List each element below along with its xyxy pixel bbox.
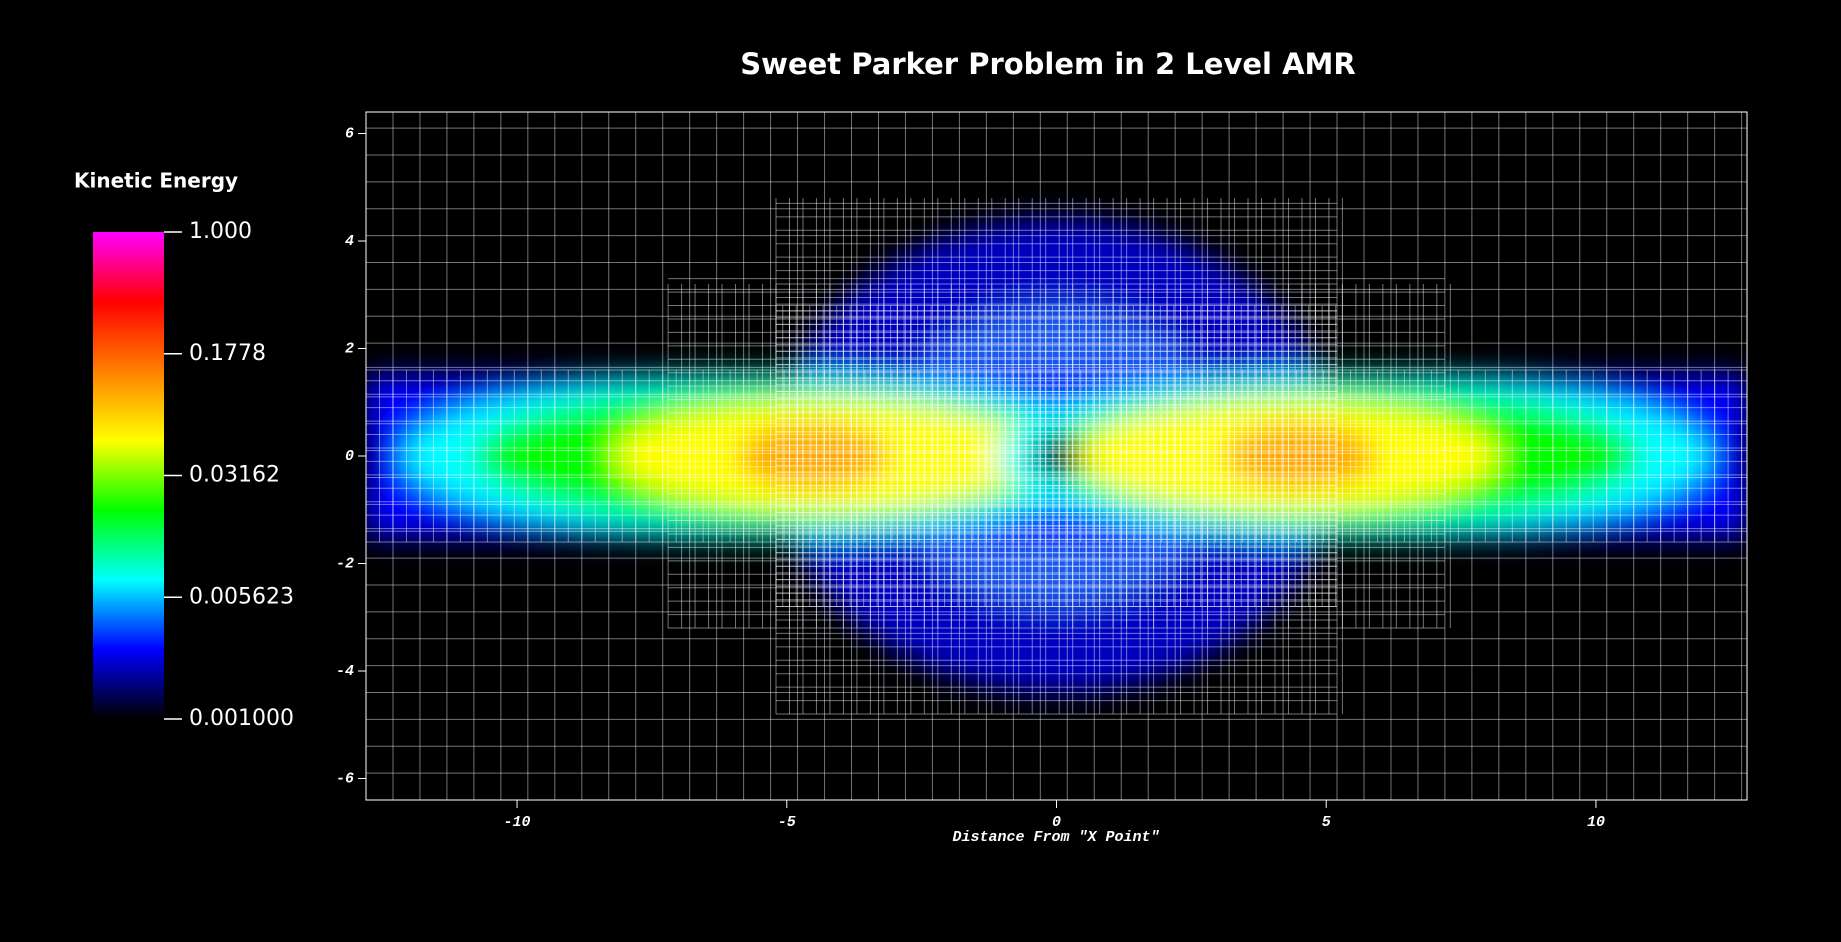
y-tick-label: -6 xyxy=(336,770,354,787)
field-blur xyxy=(366,219,1747,693)
x-tick-label: -10 xyxy=(504,814,531,831)
chart-title: Sweet Parker Problem in 2 Level AMR xyxy=(740,47,1355,81)
amr-patch xyxy=(366,112,1747,800)
field xyxy=(366,112,1747,800)
y-tick-label: 4 xyxy=(345,233,354,250)
colorbar-tick-label: 1.000 xyxy=(189,219,252,244)
y-tick-label: -2 xyxy=(336,555,354,572)
lobe-orange xyxy=(738,423,890,489)
colorbar-tick-label: 0.005623 xyxy=(189,584,294,609)
colorbar-tick-label: 0.001000 xyxy=(189,706,294,731)
x-tick-label: -5 xyxy=(778,814,796,831)
colorbar-tick-label: 0.1778 xyxy=(189,341,266,366)
amr-patch xyxy=(366,366,1747,543)
amr-patch xyxy=(667,278,1451,629)
x-tick-label: 0 xyxy=(1052,814,1061,831)
y-tick-label: 0 xyxy=(345,448,354,465)
y-tick-label: 2 xyxy=(345,340,354,357)
amr-patch xyxy=(775,303,1338,607)
x-tick-label: 10 xyxy=(1587,814,1605,831)
y-tick-label: 6 xyxy=(345,125,354,142)
colorbar-title: Kinetic Energy xyxy=(74,169,238,193)
colorbar-tick-label: 0.03162 xyxy=(189,463,280,488)
lobe-orange xyxy=(1223,423,1375,489)
amr-patch xyxy=(775,198,1343,715)
colorbar xyxy=(93,232,164,719)
x-point xyxy=(1029,431,1084,481)
x-axis-label: Distance From "X Point" xyxy=(952,829,1159,846)
y-tick-label: -4 xyxy=(336,663,354,680)
x-tick-label: 5 xyxy=(1322,814,1331,831)
